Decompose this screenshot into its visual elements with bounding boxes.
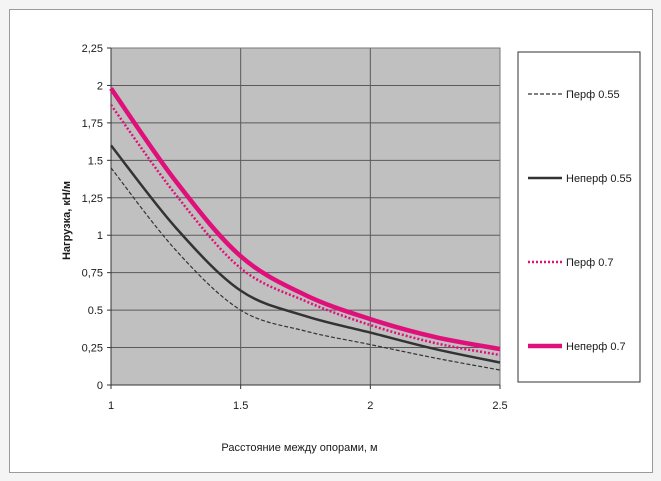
y-tick-label: 0.5 <box>88 305 103 317</box>
y-tick-label: 1,25 <box>82 193 103 205</box>
x-tick-label: 1 <box>108 400 114 412</box>
plot-background <box>111 48 500 385</box>
series-line-3 <box>109 87 501 352</box>
y-tick-label: 2,25 <box>82 43 103 55</box>
y-tick-label: 0,25 <box>82 343 103 355</box>
y-tick-label: 1 <box>97 230 103 242</box>
x-tick-label: 2 <box>367 400 373 412</box>
y-tick-label: 2 <box>97 80 103 92</box>
x-tick-label: 2.5 <box>492 400 507 412</box>
legend-box <box>517 51 641 383</box>
y-tick-label: 1.5 <box>88 155 103 167</box>
x-axis-label: Расстояние между опорами, м <box>221 442 377 454</box>
legend-label-0: Перф 0.55 <box>566 89 620 101</box>
series-line-0 <box>110 167 501 371</box>
legend-label-1: Неперф 0.55 <box>566 173 632 185</box>
series-line-1 <box>110 144 501 364</box>
y-tick-label: 1,75 <box>82 118 103 130</box>
legend-label-2: Перф 0.7 <box>566 257 614 269</box>
y-tick-label: 0 <box>97 380 103 392</box>
series-line-2 <box>109 104 501 357</box>
y-tick-label: 0,75 <box>82 268 103 280</box>
y-axis-label: Нагрузка, кН/м <box>61 181 73 260</box>
x-tick-label: 1.5 <box>233 400 248 412</box>
legend-label-3: Неперф 0.7 <box>566 341 626 353</box>
